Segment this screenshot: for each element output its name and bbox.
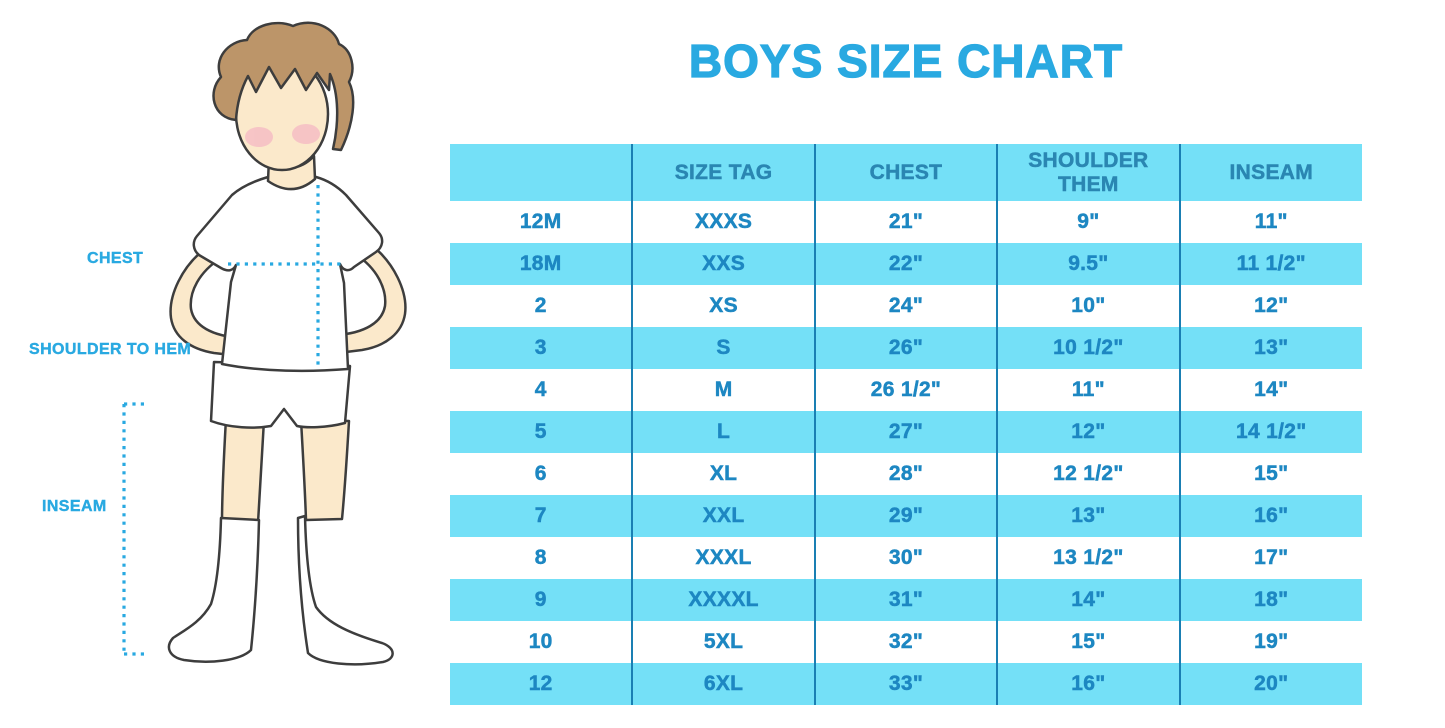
inseam-label: INSEAM xyxy=(42,498,107,515)
table-cell: XS xyxy=(631,285,815,327)
table-cell: 13" xyxy=(1178,327,1362,369)
cheeks xyxy=(245,124,320,147)
size-table: SIZE TAG CHEST SHOULDER THEM INSEAM 12M XXXS… xyxy=(450,144,1362,705)
column-header: SHOULDER THEM xyxy=(996,144,1180,201)
table-row: 18M XXS 22" 9.5" 11 1/2" xyxy=(450,243,1362,285)
table-cell: 11" xyxy=(996,369,1180,411)
table-cell: 14" xyxy=(1178,369,1362,411)
table-cell: 26" xyxy=(813,327,998,369)
table-cell: 13" xyxy=(996,495,1180,537)
table-cell: 18M xyxy=(450,243,633,285)
table-cell: 17" xyxy=(1178,537,1362,579)
shorts xyxy=(209,360,352,429)
table-cell: 20" xyxy=(1178,663,1362,705)
table-cell: 3 xyxy=(450,327,633,369)
table-cell: 30" xyxy=(813,537,998,579)
hair xyxy=(212,21,355,152)
table-cell: 5XL xyxy=(631,621,815,663)
table-cell: 8 xyxy=(450,537,633,579)
table-cell: 5 xyxy=(450,411,633,453)
column-header: INSEAM xyxy=(1178,144,1362,201)
table-row: 10 5XL 32" 15" 19" xyxy=(450,621,1362,663)
table-row: 8 XXXL 30" 13 1/2" 17" xyxy=(450,537,1362,579)
table-cell: XXL xyxy=(631,495,815,537)
table-cell: 14" xyxy=(996,579,1180,621)
column-header: SIZE TAG xyxy=(631,144,815,201)
boy-illustration xyxy=(122,21,407,666)
table-cell: 16" xyxy=(1178,495,1362,537)
table-cell: 15" xyxy=(996,621,1180,663)
table-cell: 19" xyxy=(1178,621,1362,663)
page-title: BOYS SIZE CHART xyxy=(688,34,1124,87)
legs xyxy=(220,416,351,525)
table-row: 4 M 26 1/2" 11" 14" xyxy=(450,369,1362,411)
table-cell: 29" xyxy=(813,495,998,537)
table-cell: 27" xyxy=(813,411,998,453)
table-cell: 33" xyxy=(813,663,998,705)
t-shirt xyxy=(192,175,384,373)
table-cell: 9.5" xyxy=(996,243,1180,285)
table-cell: 12 xyxy=(450,663,633,705)
table-cell: XXS xyxy=(631,243,815,285)
table-cell: 11 1/2" xyxy=(1178,243,1362,285)
table-cell: 28" xyxy=(813,453,998,495)
table-row: 7 XXL 29" 13" 16" xyxy=(450,495,1362,537)
table-cell: 6 xyxy=(450,453,633,495)
table-cell: 31" xyxy=(813,579,998,621)
table-cell: XXXXL xyxy=(631,579,815,621)
table-cell: 32" xyxy=(813,621,998,663)
table-cell: 9 xyxy=(450,579,633,621)
size-table-body: 12M XXXS 21" 9" 11" 18M XXS 22" 9.5" 11 1/2" 2 XS 24… xyxy=(450,201,1362,705)
table-cell: 2 xyxy=(450,285,633,327)
table-row: 3 S 26" 10 1/2" 13" xyxy=(450,327,1362,369)
table-row: 12 6XL 33" 16" 20" xyxy=(450,663,1362,705)
table-cell: 13 1/2" xyxy=(996,537,1180,579)
table-row: 12M XXXS 21" 9" 11" xyxy=(450,201,1362,243)
measurement-lines xyxy=(122,185,345,656)
table-cell: 10 xyxy=(450,621,633,663)
table-cell: 18" xyxy=(1178,579,1362,621)
table-row: 5 L 27" 12" 14 1/2" xyxy=(450,411,1362,453)
table-header-row: SIZE TAG CHEST SHOULDER THEM INSEAM xyxy=(450,144,1362,201)
table-cell: 11" xyxy=(1178,201,1362,243)
table-cell: 9" xyxy=(996,201,1180,243)
table-cell: 22" xyxy=(813,243,998,285)
table-cell: 24" xyxy=(813,285,998,327)
table-cell: 12" xyxy=(1178,285,1362,327)
chest-label: CHEST xyxy=(87,250,144,267)
table-cell: 26 1/2" xyxy=(813,369,998,411)
table-cell: 15" xyxy=(1178,453,1362,495)
table-cell: 14 1/2" xyxy=(1178,411,1362,453)
table-cell: XL xyxy=(631,453,815,495)
table-cell: 7 xyxy=(450,495,633,537)
measurement-figure: CHEST SHOULDER TO HEM INSEAM xyxy=(0,0,450,723)
table-cell: 12M xyxy=(450,201,633,243)
table-cell: 12 1/2" xyxy=(996,453,1180,495)
table-cell: M xyxy=(631,369,815,411)
table-cell: L xyxy=(631,411,815,453)
table-cell: 16" xyxy=(996,663,1180,705)
table-cell: 10" xyxy=(996,285,1180,327)
table-cell: 6XL xyxy=(631,663,815,705)
column-header xyxy=(450,144,633,201)
table-row: 9 XXXXL 31" 14" 18" xyxy=(450,579,1362,621)
socks xyxy=(167,514,394,666)
table-cell: 10 1/2" xyxy=(996,327,1180,369)
table-row: 2 XS 24" 10" 12" xyxy=(450,285,1362,327)
table-row: 6 XL 28" 12 1/2" 15" xyxy=(450,453,1362,495)
table-cell: XXXS xyxy=(631,201,815,243)
table-cell: XXXL xyxy=(631,537,815,579)
table-cell: 12" xyxy=(996,411,1180,453)
column-header: CHEST xyxy=(813,144,998,201)
shoulder-to-hem-label: SHOULDER TO HEM xyxy=(29,341,192,358)
table-cell: 21" xyxy=(813,201,998,243)
table-cell: S xyxy=(631,327,815,369)
table-cell: 4 xyxy=(450,369,633,411)
